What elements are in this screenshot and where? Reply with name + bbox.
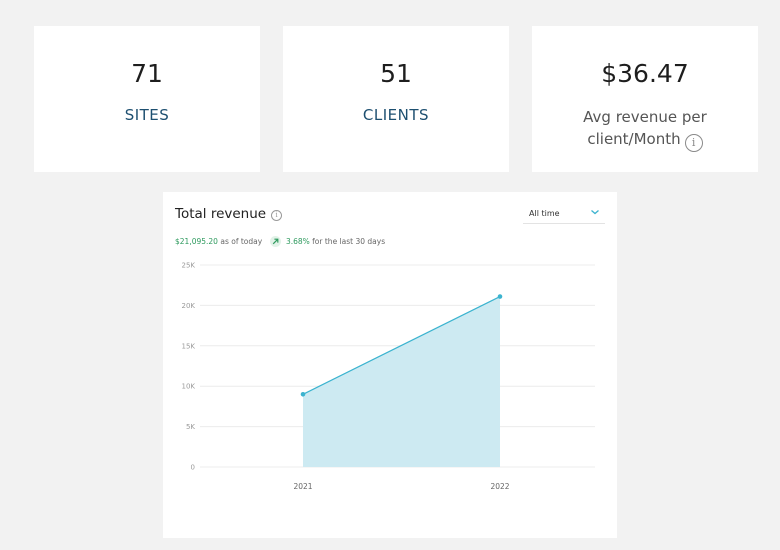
avg-revenue-label: Avg revenue per client/Month i [532, 106, 758, 152]
data-point [300, 391, 306, 397]
info-icon[interactable]: i [684, 134, 703, 152]
revenue-info-icon[interactable]: i [271, 210, 283, 221]
y-tick-label: 15K [182, 342, 196, 350]
total-revenue-card: 0 5K 10K 15K 20K 25K 2021 2022 Total revenue i A… [163, 192, 617, 538]
avg-revenue-label-line2-text: client/Month [587, 130, 681, 148]
x-tick-label: 2022 [490, 482, 509, 491]
revenue-title: Total revenue i [175, 206, 283, 222]
revenue-line [302, 296, 501, 395]
revenue-area [303, 296, 500, 467]
data-point [497, 294, 503, 299]
revenue-area-chart: 0 5K 10K 15K 20K 25K 2021 2022 [182, 262, 595, 491]
clients-count: 51 [380, 59, 412, 88]
revenue-as-of: as of today [220, 237, 263, 246]
avg-revenue-label-line2: client/Month i [532, 128, 758, 152]
avg-revenue-label-line1: Avg revenue per [583, 108, 707, 126]
revenue-change-percent: 3.68% [285, 237, 310, 246]
revenue-summary: $21,095.20 as of today 3.68% for the las… [175, 236, 385, 247]
revenue-change-period: for the last 30 days [312, 237, 386, 246]
avg-revenue-value: $36.47 [601, 59, 689, 88]
time-range-value: All time [529, 209, 560, 218]
y-tick-label: 5K [186, 423, 195, 431]
x-tick-label: 2021 [293, 482, 312, 491]
avg-revenue-stat-card: $36.47 Avg revenue per client/Month i [532, 26, 758, 172]
revenue-title-text: Total revenue [175, 206, 267, 222]
revenue-amount: $21,095.20 [175, 237, 218, 246]
trend-up-icon [269, 236, 281, 247]
y-tick-label: 25K [182, 262, 196, 270]
chevron-down-icon [591, 210, 599, 215]
sites-stat-card: 71 SITES [34, 26, 260, 172]
y-tick-label: 20K [182, 302, 196, 310]
y-tick-label: 10K [182, 383, 196, 391]
sites-count: 71 [131, 59, 163, 88]
clients-label[interactable]: CLIENTS [362, 106, 430, 124]
sites-label[interactable]: SITES [124, 106, 170, 124]
clients-stat-card: 51 CLIENTS [283, 26, 509, 172]
time-range-select[interactable]: All time [523, 206, 605, 224]
y-tick-label: 0 [191, 464, 195, 472]
